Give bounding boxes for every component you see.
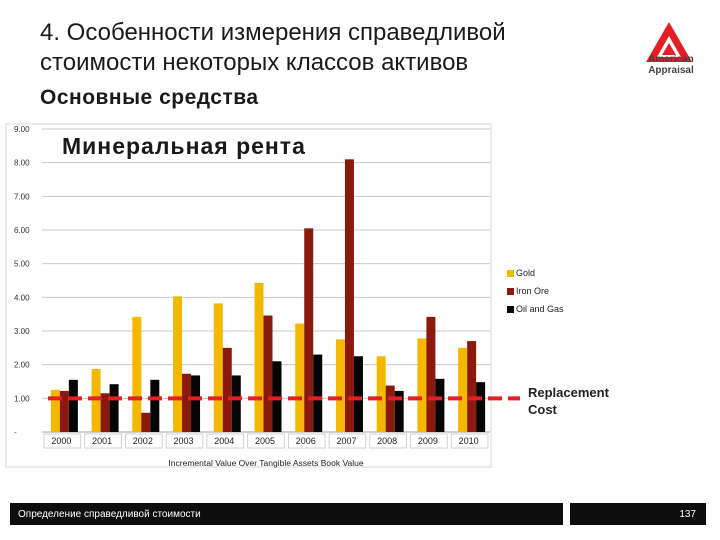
x-axis-label: Incremental Value Over Tangible Assets B… <box>168 458 363 468</box>
bar-oil-and-gas <box>150 379 160 432</box>
bar-oil-and-gas <box>231 375 241 432</box>
x-tick-label: 2004 <box>214 436 234 446</box>
x-tick-box <box>450 433 489 449</box>
bar-chart: - 1.00 2.00 3.00 4.00 5.00 6.00 7.00 8.00 9.00 200… <box>5 123 610 468</box>
footer-bar: Определение справедливой стоимости <box>10 503 563 525</box>
y-tick-label: 9.00 <box>14 125 30 134</box>
bar-gold <box>91 369 101 432</box>
x-tick-label: 2000 <box>51 436 71 446</box>
bar-gold <box>417 338 427 432</box>
logo-text-line-1: American <box>648 54 694 65</box>
bar-gold <box>295 323 305 432</box>
bar-gold <box>50 389 60 432</box>
legend-swatch <box>507 306 514 313</box>
x-tick-box <box>287 433 326 449</box>
y-tick-label: 5.00 <box>14 260 30 269</box>
bar-gold <box>254 282 264 432</box>
chart-frame <box>5 123 492 468</box>
page-number: 137 <box>679 509 696 520</box>
page-subtitle: Основные средства <box>40 86 259 109</box>
bar-oil-and-gas <box>353 356 363 432</box>
bar-oil-and-gas <box>191 375 201 432</box>
bar-gold <box>213 303 223 432</box>
bar-iron-ore <box>263 315 273 432</box>
bar-oil-and-gas <box>435 378 445 432</box>
x-tick-box <box>206 433 245 449</box>
x-tick-box <box>43 433 82 449</box>
x-tick-label: 2008 <box>377 436 397 446</box>
x-tick-label: 2010 <box>459 436 479 446</box>
bar-iron-ore <box>222 347 232 432</box>
bar-gold <box>173 296 183 432</box>
y-tick-label: 6.00 <box>14 226 30 235</box>
legend-label: Oil and Gas <box>516 304 564 314</box>
bar-oil-and-gas <box>476 382 486 432</box>
bar-iron-ore <box>385 385 395 432</box>
bar-iron-ore <box>59 390 69 432</box>
y-tick-label: 4.00 <box>14 293 30 302</box>
y-tick-label: 1.00 <box>14 394 30 403</box>
replacement-cost-label-2: Cost <box>528 402 558 417</box>
bar-iron-ore <box>100 393 110 432</box>
bar-gold <box>335 339 345 432</box>
y-tick-label: 3.00 <box>14 327 30 336</box>
logo-text-line-2: Appraisal <box>648 65 694 76</box>
chart-title: Минеральная рента <box>62 133 306 159</box>
x-tick-box <box>369 433 407 449</box>
legend-label: Gold <box>516 268 535 278</box>
bar-gold <box>376 356 386 432</box>
x-tick-box <box>165 433 204 449</box>
replacement-cost-label-1: Replacement <box>528 385 610 400</box>
american-appraisal-logo-icon <box>646 22 692 62</box>
bar-iron-ore <box>426 316 436 432</box>
x-tick-box <box>410 433 448 449</box>
bar-gold <box>458 347 468 432</box>
bar-oil-and-gas <box>313 354 323 432</box>
bar-iron-ore <box>182 373 192 432</box>
y-tick-label: 2.00 <box>14 361 30 370</box>
bar-iron-ore <box>304 228 314 432</box>
x-tick-label: 2001 <box>92 436 112 446</box>
x-tick-label: 2005 <box>255 436 275 446</box>
title-line-1: 4. Особенности измерения справедливой <box>40 19 506 46</box>
x-tick-label: 2002 <box>133 436 153 446</box>
legend-swatch <box>507 288 514 295</box>
bar-gold <box>132 316 142 432</box>
page-title: 4. Особенности измерения справедливой ст… <box>40 18 630 78</box>
x-tick-box <box>84 433 122 449</box>
y-tick-label: 7.00 <box>14 192 30 201</box>
page-number-box: 137 <box>570 503 706 525</box>
footer-text: Определение справедливой стоимости <box>18 509 201 520</box>
legend-swatch <box>507 270 514 277</box>
x-tick-box <box>247 433 285 449</box>
bar-iron-ore <box>344 159 354 433</box>
x-tick-label: 2009 <box>418 436 438 446</box>
bar-oil-and-gas <box>109 384 119 432</box>
x-tick-label: 2007 <box>336 436 356 446</box>
x-tick-box <box>125 433 163 449</box>
bar-oil-and-gas <box>394 390 404 432</box>
y-tick-label: - <box>14 428 17 437</box>
bar-oil-and-gas <box>68 379 78 432</box>
y-tick-label: 8.00 <box>14 159 30 168</box>
x-tick-box <box>328 433 367 449</box>
x-tick-label: 2003 <box>174 436 194 446</box>
title-line-2: стоимости некоторых классов активов <box>40 49 469 76</box>
bar-iron-ore <box>141 412 151 432</box>
x-tick-label: 2006 <box>296 436 316 446</box>
bar-iron-ore <box>467 341 477 432</box>
legend-label: Iron Ore <box>516 286 549 296</box>
